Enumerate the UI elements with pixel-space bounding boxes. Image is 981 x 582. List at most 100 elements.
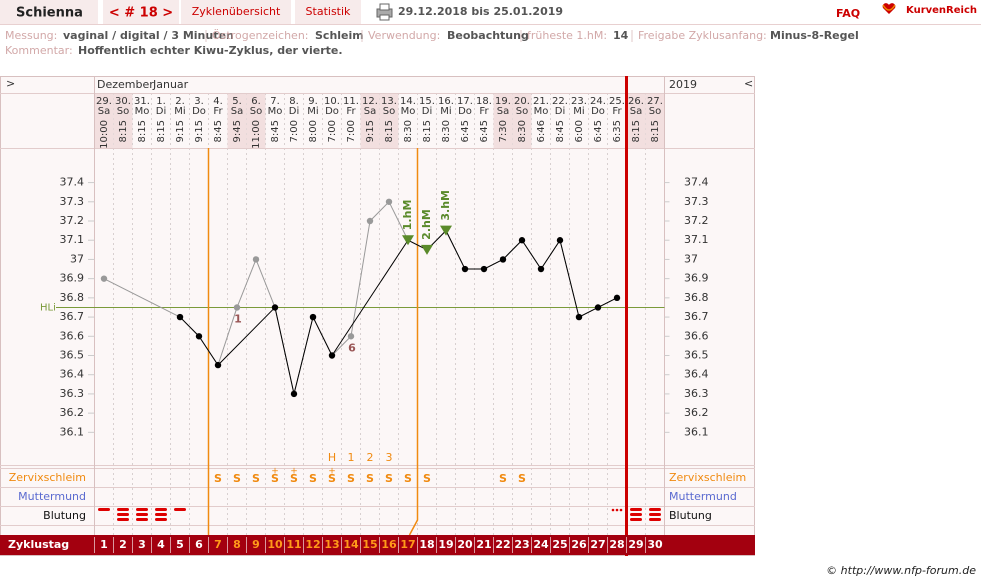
time: 6:45 [460, 120, 471, 142]
bleeding-bar [630, 508, 642, 511]
weekday: Di [555, 106, 565, 117]
weekday: Di [422, 106, 432, 117]
mucus: S [423, 472, 431, 485]
date: 2. [175, 96, 185, 107]
peak-label: 2 [367, 451, 374, 464]
y-tick-label: 36.5 [60, 348, 85, 361]
weekend-header [227, 93, 247, 148]
y-tick-label: 37.3 [684, 195, 709, 208]
mucus: S [271, 472, 279, 485]
chart-frame [0, 76, 755, 556]
bleeding-bar [136, 513, 148, 516]
print-icon[interactable] [376, 3, 393, 21]
time: 8:30 [403, 120, 414, 142]
tab[interactable]: Zyklenübersicht [192, 5, 281, 18]
brand[interactable]: KurvenReich [906, 5, 977, 16]
weekday: Mo [401, 106, 416, 117]
time: 7:00 [346, 120, 357, 142]
cycle-day: 2 [119, 538, 127, 551]
curve-segment [293, 316, 314, 395]
temperature-point [176, 313, 184, 321]
y-tick-label: 37 [70, 252, 84, 265]
temperature-point [461, 265, 469, 273]
curve-segment [331, 239, 409, 356]
tab-box[interactable] [295, 0, 361, 24]
bleeding [98, 508, 110, 511]
weekday: Do [325, 106, 339, 117]
mucus-plus: + [271, 467, 279, 477]
weekday: Fr [612, 106, 622, 117]
weekday: Mi [174, 106, 185, 117]
curve-segment-all [331, 335, 352, 356]
temperature-point [347, 333, 355, 340]
cycle-nav[interactable]: < # 18 > [109, 6, 173, 21]
weekday: Fr [213, 106, 223, 117]
bleeding-bar [630, 518, 642, 521]
curve-segment-all [350, 220, 371, 337]
bleeding-bar [649, 513, 661, 516]
brand-logo[interactable]: KurvenReich [882, 3, 977, 16]
tab-box[interactable] [181, 0, 291, 24]
info-value: Beobachtung [447, 29, 529, 42]
weekend-header [626, 93, 646, 148]
point-label: 1 [234, 312, 242, 325]
date: 10. [324, 96, 340, 107]
curve-segment [179, 316, 200, 337]
date: 20. [514, 96, 530, 107]
time: 7:00 [327, 120, 338, 142]
y-tick-label: 37 [684, 252, 698, 265]
weekday: Sa [497, 106, 509, 117]
nav-right: < [744, 77, 753, 90]
spotting-dot [611, 508, 615, 512]
tab[interactable]: Statistik [306, 5, 352, 18]
date: 22. [552, 96, 568, 107]
curve-segment [274, 307, 295, 395]
bleeding-bar [98, 508, 110, 511]
cycle-nav-box[interactable] [103, 0, 179, 24]
date: 29. [96, 96, 112, 107]
date: 30. [115, 96, 131, 107]
y-tick-label: 36.4 [60, 368, 85, 381]
weekday: Do [458, 106, 472, 117]
temperature-point [366, 217, 374, 225]
mucus: S [499, 472, 507, 485]
mucus: S [214, 472, 222, 485]
bleeding-bar [649, 518, 661, 521]
info-value: 14 [613, 29, 629, 42]
mucus: S [233, 472, 241, 485]
weekend-header [246, 93, 266, 148]
cycle-day: 25 [552, 538, 567, 551]
date: 31. [134, 96, 150, 107]
y-tick-label: 37.1 [684, 233, 709, 246]
cycle-day: 4 [157, 538, 165, 551]
footer: © http://www.nfp-forum.de [826, 564, 976, 577]
point-label: 6 [348, 341, 356, 354]
bleeding-bar [117, 508, 129, 511]
y-tick-label: 37.4 [684, 176, 709, 189]
cycle-day: 9 [252, 538, 260, 551]
weekday: Di [156, 106, 166, 117]
date: 6. [251, 96, 261, 107]
info-label: Östrogenzeichen: [212, 29, 309, 42]
cycle-day: 18 [419, 538, 434, 551]
date: 8. [289, 96, 299, 107]
weekday: So [516, 106, 528, 117]
y-tick-label: 37.2 [60, 214, 85, 227]
mucus: S [404, 472, 412, 485]
y-tick-label: 36.1 [684, 425, 709, 438]
spotting-dot [619, 508, 623, 512]
info-label: Verwendung: [368, 29, 440, 42]
faq-link[interactable]: FAQ [836, 7, 860, 20]
cycle-day: 30 [647, 538, 663, 551]
cycle-day-band [0, 535, 755, 555]
curve-segment-all [103, 278, 181, 318]
mucus-plus: + [290, 467, 298, 477]
time: 8:45 [555, 120, 566, 142]
curve-segment [578, 307, 599, 318]
cycle-day: 20 [457, 538, 473, 551]
weekday: Sa [364, 106, 376, 117]
peak-label: 3 [386, 451, 393, 464]
info: Messung: vaginal / digital / 3 MinutenÖst… [5, 29, 859, 57]
time: 6:00 [574, 120, 585, 142]
temperature-point [195, 333, 203, 340]
